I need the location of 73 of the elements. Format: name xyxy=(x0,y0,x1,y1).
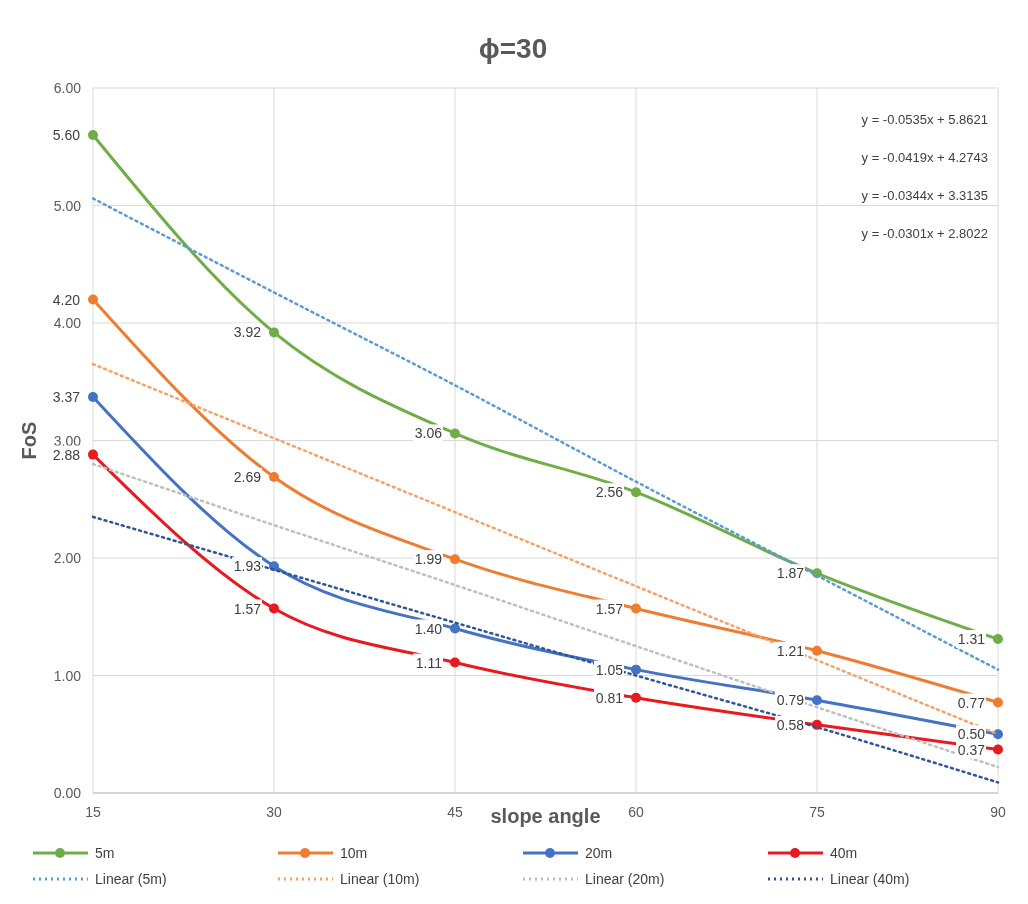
y-tick-label: 2.00 xyxy=(53,550,82,566)
annotation: y = -0.0419x + 4.2743 xyxy=(861,150,988,165)
y-axis-title: FoS xyxy=(18,421,40,460)
point xyxy=(88,130,98,140)
data-label: 1.57 xyxy=(595,600,624,617)
y-tick-label: 5.00 xyxy=(53,197,82,214)
data-label: 1.21 xyxy=(776,642,805,659)
data-label: 2.88 xyxy=(52,446,81,463)
legend-label: 10m xyxy=(340,845,368,861)
annotation: y = -0.0535x + 5.8621 xyxy=(861,112,988,127)
data-label: 2.56 xyxy=(595,484,624,501)
point xyxy=(631,603,641,614)
data-label: 1.31 xyxy=(957,631,986,648)
x-tick-label: 30 xyxy=(266,804,282,820)
point xyxy=(269,603,279,614)
y-tick-label: 0.00 xyxy=(53,785,82,801)
data-label: 2.69 xyxy=(233,468,262,485)
data-label: 1.99 xyxy=(414,551,443,568)
data-label: 1.05 xyxy=(595,661,624,678)
data-label: 1.93 xyxy=(233,558,262,575)
data-label: 0.37 xyxy=(957,741,986,758)
y-tick-label: 4.00 xyxy=(53,315,82,331)
data-label: 1.87 xyxy=(776,565,805,582)
x-tick-label: 15 xyxy=(85,804,101,820)
x-tick-label: 90 xyxy=(990,804,1006,820)
data-label: 0.50 xyxy=(957,726,986,743)
point xyxy=(269,471,279,482)
line-series xyxy=(91,515,1000,784)
data-label: 3.37 xyxy=(52,389,81,406)
point xyxy=(88,392,98,403)
point xyxy=(450,657,460,668)
annotation: y = -0.0301x + 2.8022 xyxy=(861,226,988,241)
data-label: 4.20 xyxy=(52,291,81,308)
point xyxy=(631,664,641,675)
y-tick-label: 1.00 xyxy=(53,667,82,684)
chart-title: ϕ=30 xyxy=(478,33,548,64)
legend-label: Linear (5m) xyxy=(95,871,167,887)
data-label: 1.11 xyxy=(415,654,443,671)
data-label: 1.57 xyxy=(233,600,262,617)
data-label: 3.06 xyxy=(414,425,443,442)
point xyxy=(812,645,822,656)
x-tick-label: 75 xyxy=(809,804,825,820)
data-label: 1.40 xyxy=(414,620,443,637)
point xyxy=(993,744,1003,755)
point xyxy=(993,697,1003,708)
point xyxy=(631,692,641,703)
legend-label: 5m xyxy=(95,845,115,861)
point xyxy=(450,623,460,634)
point xyxy=(269,327,279,338)
y-tick-label: 6.00 xyxy=(53,80,82,96)
point xyxy=(812,695,822,706)
y-tick-label: 3.00 xyxy=(53,432,82,449)
x-axis-title: slope angle xyxy=(490,805,601,827)
point xyxy=(993,634,1003,645)
data-label: 0.58 xyxy=(776,716,805,733)
x-tick-label: 45 xyxy=(447,804,463,820)
legend-label: Linear (40m) xyxy=(830,871,910,887)
legend-label: Linear (10m) xyxy=(340,871,420,887)
data-label: 0.77 xyxy=(957,694,986,711)
data-label: 0.79 xyxy=(776,692,805,709)
x-tick-label: 60 xyxy=(628,804,644,820)
point xyxy=(88,449,98,460)
point xyxy=(88,294,98,305)
point xyxy=(631,487,641,498)
point xyxy=(450,428,460,439)
annotation: y = -0.0344x + 3.3135 xyxy=(861,188,988,203)
legend-label: 40m xyxy=(830,845,858,861)
data-label: 3.92 xyxy=(233,324,262,341)
point xyxy=(450,554,460,565)
legend-label: Linear (20m) xyxy=(585,871,665,887)
data-label: 5.60 xyxy=(52,127,81,143)
legend-label: 20m xyxy=(585,845,613,861)
data-label: 0.81 xyxy=(595,689,624,706)
